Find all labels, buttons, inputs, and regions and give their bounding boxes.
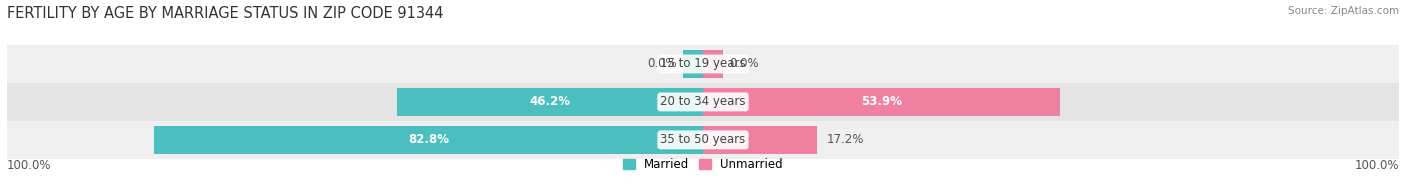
- Bar: [683, 50, 703, 78]
- Text: 100.0%: 100.0%: [1354, 159, 1399, 172]
- Text: 0.0%: 0.0%: [730, 57, 759, 71]
- Text: Source: ZipAtlas.com: Source: ZipAtlas.com: [1288, 6, 1399, 16]
- Text: 82.8%: 82.8%: [408, 133, 449, 146]
- Bar: [703, 50, 723, 78]
- Bar: [703, 126, 817, 153]
- Bar: [703, 88, 1060, 116]
- Text: 20 to 34 years: 20 to 34 years: [661, 95, 745, 108]
- Bar: [7, 83, 1399, 121]
- Text: 15 to 19 years: 15 to 19 years: [661, 57, 745, 71]
- Text: 100.0%: 100.0%: [7, 159, 52, 172]
- Legend: Married, Unmarried: Married, Unmarried: [619, 153, 787, 176]
- Text: 46.2%: 46.2%: [530, 95, 571, 108]
- Text: 17.2%: 17.2%: [827, 133, 865, 146]
- Bar: [7, 121, 1399, 159]
- Text: 35 to 50 years: 35 to 50 years: [661, 133, 745, 146]
- Bar: [396, 88, 703, 116]
- Text: 0.0%: 0.0%: [647, 57, 676, 71]
- Text: 53.9%: 53.9%: [860, 95, 903, 108]
- Bar: [7, 45, 1399, 83]
- Bar: [155, 126, 703, 153]
- Text: FERTILITY BY AGE BY MARRIAGE STATUS IN ZIP CODE 91344: FERTILITY BY AGE BY MARRIAGE STATUS IN Z…: [7, 6, 443, 21]
